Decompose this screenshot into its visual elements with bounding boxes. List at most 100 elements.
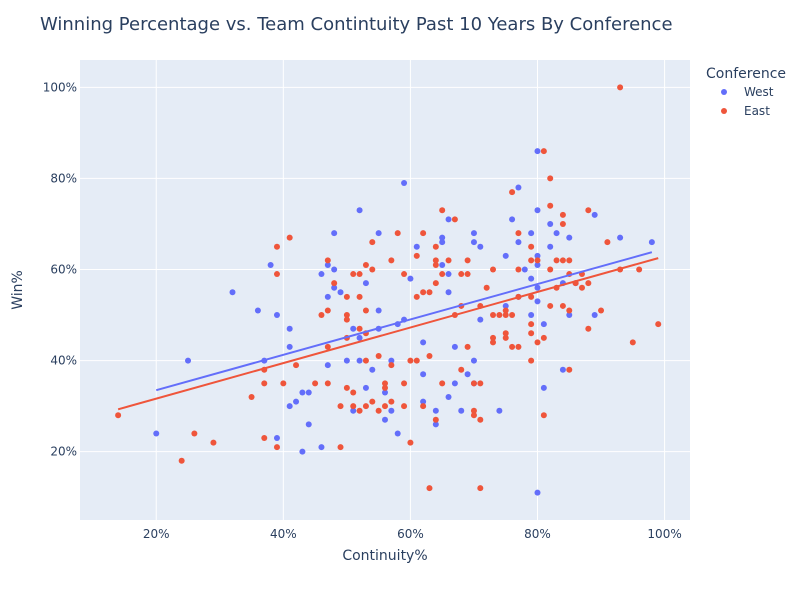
west-data-point[interactable]: [540, 321, 547, 328]
east-data-point[interactable]: [413, 252, 420, 259]
west-data-point[interactable]: [458, 407, 465, 414]
west-data-point[interactable]: [305, 389, 312, 396]
west-data-point[interactable]: [356, 334, 363, 341]
west-data-point[interactable]: [299, 389, 306, 396]
east-data-point[interactable]: [369, 239, 376, 246]
east-data-point[interactable]: [261, 435, 268, 442]
east-data-point[interactable]: [191, 430, 198, 437]
east-data-point[interactable]: [343, 312, 350, 319]
east-data-point[interactable]: [362, 307, 369, 314]
west-data-point[interactable]: [350, 325, 357, 332]
west-data-point[interactable]: [477, 243, 484, 250]
east-data-point[interactable]: [407, 439, 414, 446]
east-data-point[interactable]: [388, 398, 395, 405]
east-data-point[interactable]: [432, 243, 439, 250]
east-data-point[interactable]: [540, 148, 547, 155]
east-data-point[interactable]: [515, 343, 522, 350]
east-data-point[interactable]: [617, 84, 624, 91]
west-data-point[interactable]: [648, 239, 655, 246]
west-data-point[interactable]: [445, 216, 452, 223]
east-data-point[interactable]: [509, 189, 516, 196]
east-data-point[interactable]: [343, 384, 350, 391]
west-data-point[interactable]: [318, 271, 325, 278]
east-data-point[interactable]: [439, 380, 446, 387]
east-data-point[interactable]: [350, 389, 357, 396]
east-data-point[interactable]: [585, 207, 592, 214]
east-data-point[interactable]: [343, 316, 350, 323]
west-data-point[interactable]: [362, 280, 369, 287]
east-data-point[interactable]: [528, 357, 535, 364]
east-data-point[interactable]: [629, 339, 636, 346]
east-data-point[interactable]: [382, 380, 388, 387]
east-data-point[interactable]: [490, 266, 497, 273]
east-data-point[interactable]: [324, 257, 331, 264]
west-data-point[interactable]: [273, 435, 280, 442]
east-data-point[interactable]: [420, 289, 427, 296]
east-data-point[interactable]: [477, 416, 484, 423]
east-data-point[interactable]: [388, 257, 395, 264]
east-data-point[interactable]: [356, 407, 363, 414]
west-data-point[interactable]: [439, 234, 446, 241]
west-data-point[interactable]: [496, 407, 503, 414]
legend-item-west[interactable]: West: [721, 85, 774, 99]
east-data-point[interactable]: [528, 321, 535, 328]
east-data-point[interactable]: [540, 334, 547, 341]
west-data-point[interactable]: [439, 239, 446, 246]
east-data-point[interactable]: [407, 357, 414, 364]
west-data-point[interactable]: [559, 366, 566, 373]
east-data-point[interactable]: [604, 239, 611, 246]
west-data-point[interactable]: [305, 421, 312, 428]
west-data-point[interactable]: [470, 230, 477, 237]
east-data-point[interactable]: [553, 257, 560, 264]
west-data-point[interactable]: [382, 416, 388, 423]
east-data-point[interactable]: [534, 339, 541, 346]
west-data-point[interactable]: [534, 489, 541, 496]
east-data-point[interactable]: [477, 380, 484, 387]
east-data-point[interactable]: [490, 312, 497, 319]
west-data-point[interactable]: [299, 448, 306, 455]
west-data-point[interactable]: [331, 266, 338, 273]
west-data-point[interactable]: [318, 444, 325, 451]
east-data-point[interactable]: [312, 380, 319, 387]
east-data-point[interactable]: [585, 280, 592, 287]
east-data-point[interactable]: [356, 325, 363, 332]
west-data-point[interactable]: [388, 357, 395, 364]
west-data-point[interactable]: [502, 252, 509, 259]
east-data-point[interactable]: [382, 384, 388, 391]
east-data-point[interactable]: [528, 257, 535, 264]
west-data-point[interactable]: [324, 362, 331, 369]
west-data-point[interactable]: [337, 289, 344, 296]
east-data-point[interactable]: [413, 293, 420, 300]
east-data-point[interactable]: [470, 407, 477, 414]
west-data-point[interactable]: [445, 394, 452, 401]
east-data-point[interactable]: [324, 380, 331, 387]
east-data-point[interactable]: [490, 339, 497, 346]
west-data-point[interactable]: [331, 284, 338, 291]
east-data-point[interactable]: [547, 175, 554, 182]
west-data-point[interactable]: [470, 357, 477, 364]
east-data-point[interactable]: [401, 380, 408, 387]
east-data-point[interactable]: [528, 330, 535, 337]
east-data-point[interactable]: [375, 407, 382, 414]
west-data-point[interactable]: [432, 407, 439, 414]
east-data-point[interactable]: [585, 325, 592, 332]
east-data-point[interactable]: [528, 293, 535, 300]
west-data-point[interactable]: [547, 220, 554, 227]
west-data-point[interactable]: [420, 398, 427, 405]
west-data-point[interactable]: [356, 207, 363, 214]
west-data-point[interactable]: [534, 207, 541, 214]
east-data-point[interactable]: [401, 271, 408, 278]
east-data-point[interactable]: [578, 284, 585, 291]
west-data-point[interactable]: [153, 430, 160, 437]
west-data-point[interactable]: [528, 230, 535, 237]
west-data-point[interactable]: [401, 179, 408, 186]
east-data-point[interactable]: [362, 261, 369, 268]
west-data-point[interactable]: [356, 357, 363, 364]
east-data-point[interactable]: [210, 439, 217, 446]
west-data-point[interactable]: [528, 312, 535, 319]
west-data-point[interactable]: [407, 275, 414, 282]
east-data-point[interactable]: [388, 362, 395, 369]
west-data-point[interactable]: [286, 403, 293, 410]
east-data-point[interactable]: [502, 312, 509, 319]
west-data-point[interactable]: [286, 343, 293, 350]
